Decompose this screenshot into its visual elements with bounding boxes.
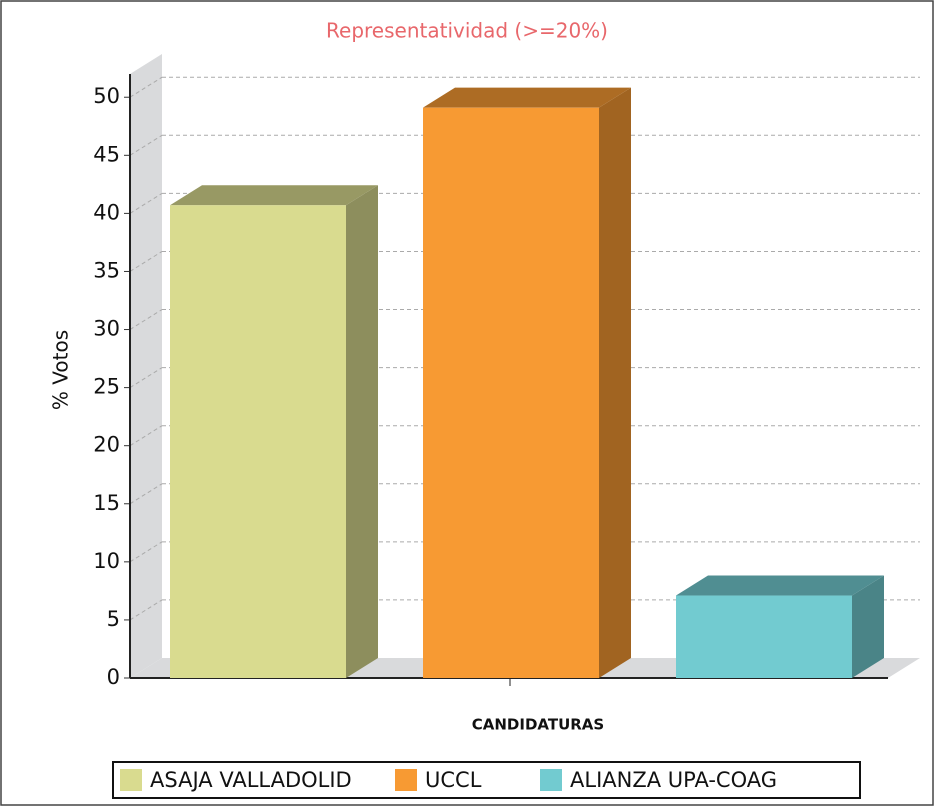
grid-line (129, 251, 163, 272)
bar (676, 595, 852, 678)
bar (423, 107, 599, 678)
legend-swatch (120, 769, 142, 791)
grid-line (129, 541, 163, 563)
side-wall (130, 54, 162, 678)
y-tick-label: 10 (93, 549, 120, 573)
y-tick-label: 30 (93, 317, 120, 341)
bar-side (346, 185, 378, 678)
legend-label: UCCL (425, 768, 482, 792)
grid-line (129, 309, 163, 330)
bar-side (852, 575, 884, 678)
grid-line (129, 134, 163, 156)
y-tick-label: 45 (93, 142, 120, 166)
y-tick-label: 5 (107, 607, 120, 631)
legend-label: ASAJA VALLADOLID (150, 768, 352, 792)
chart-title: Representatividad (>=20%) (326, 19, 608, 43)
legend-label: ALIANZA UPA-COAG (570, 768, 777, 792)
y-tick-label: 25 (93, 375, 120, 399)
y-axis-label: % Votos (49, 330, 73, 410)
grid-line (129, 425, 163, 447)
y-tick-label: 20 (93, 433, 120, 457)
grid-line (129, 367, 163, 389)
bar (170, 205, 346, 678)
legend-swatch (540, 769, 562, 791)
x-axis-label: CANDIDATURAS (472, 716, 604, 734)
y-tick-label: 15 (93, 491, 120, 515)
y-tick-label: 35 (93, 258, 120, 282)
bar-top (170, 185, 378, 206)
bar-top (423, 87, 631, 108)
bar-top (676, 575, 884, 596)
y-tick-label: 50 (93, 84, 120, 108)
grid-line (129, 483, 163, 505)
bar-side (599, 87, 631, 678)
grid-line (129, 599, 163, 621)
legend-box (112, 761, 861, 799)
y-tick-label: 40 (93, 200, 120, 224)
legend-swatch (395, 769, 417, 791)
y-tick-label: 0 (107, 665, 120, 689)
grid-line (129, 192, 163, 214)
grid-line (129, 76, 163, 98)
